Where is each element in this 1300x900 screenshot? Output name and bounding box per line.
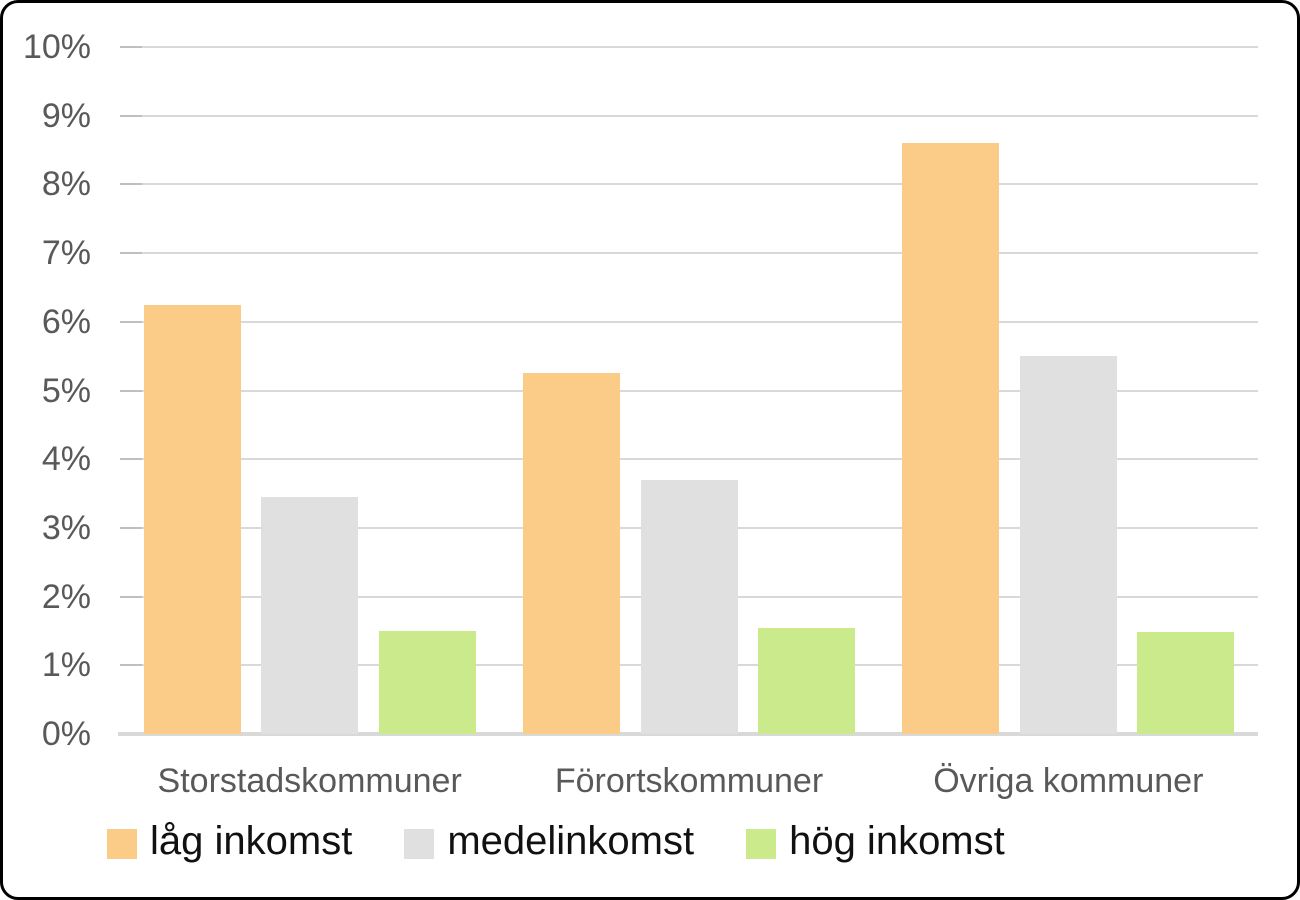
legend: låg inkomst medelinkomst hög inkomst xyxy=(107,819,1005,863)
y-tick-mark xyxy=(120,46,142,48)
legend-label: hög inkomst xyxy=(789,819,1005,863)
gridline-4pct xyxy=(120,458,1258,461)
y-tick-mark xyxy=(120,389,142,392)
bar-hög-inkomst-Storstadskommuner xyxy=(378,630,476,734)
gridline-6pct xyxy=(120,320,1258,323)
y-tick-mark xyxy=(120,183,142,186)
y-tick-mark xyxy=(120,664,142,667)
legend-item-hög-inkomst: hög inkomst xyxy=(746,819,1005,863)
bar-medelinkomst-Övriga-kommuner xyxy=(1019,356,1117,734)
y-axis-label-6pct: 6% xyxy=(41,302,91,341)
bar-hög-inkomst-Förortskommuner xyxy=(758,627,855,734)
gridline-10pct xyxy=(120,46,1258,48)
legend-swatch-icon xyxy=(107,829,137,859)
y-axis-label-1pct: 1% xyxy=(41,646,91,685)
y-tick-mark xyxy=(120,114,142,117)
gridline-7pct xyxy=(120,252,1258,255)
legend-item-låg-inkomst: låg inkomst xyxy=(107,819,352,863)
gridline-9pct xyxy=(120,114,1258,117)
y-axis-label-10pct: 10% xyxy=(22,28,91,66)
y-axis-label-7pct: 7% xyxy=(41,234,91,273)
y-axis-label-5pct: 5% xyxy=(41,371,91,410)
bar-låg-inkomst-Övriga-kommuner xyxy=(902,143,1000,734)
bar-hög-inkomst-Övriga-kommuner xyxy=(1137,632,1235,734)
y-axis-label-0pct: 0% xyxy=(41,715,91,753)
y-axis-label-3pct: 3% xyxy=(41,508,91,547)
y-axis-label-2pct: 2% xyxy=(41,577,91,616)
y-axis-label-8pct: 8% xyxy=(41,165,91,204)
legend-label: medelinkomst xyxy=(447,819,695,863)
legend-item-medelinkomst: medelinkomst xyxy=(404,819,694,863)
y-tick-mark xyxy=(120,458,142,461)
bar-medelinkomst-Storstadskommuner xyxy=(261,496,359,734)
y-tick-mark xyxy=(120,252,142,255)
bar-låg-inkomst-Storstadskommuner xyxy=(143,304,241,734)
y-axis-label-4pct: 4% xyxy=(41,440,91,479)
legend-swatch-icon xyxy=(404,829,435,859)
bar-medelinkomst-Förortskommuner xyxy=(640,479,738,734)
gridline-8pct xyxy=(120,183,1258,186)
x-axis-label-Storstadskommuner: Storstadskommuner xyxy=(157,762,462,800)
y-tick-mark xyxy=(120,595,142,598)
y-tick-mark xyxy=(120,526,142,529)
x-axis-label-Övriga-kommuner: Övriga kommuner xyxy=(933,762,1204,800)
bar-låg-inkomst-Förortskommuner xyxy=(523,373,620,734)
legend-label: låg inkomst xyxy=(150,819,353,863)
y-tick-mark xyxy=(120,320,142,323)
gridline-5pct xyxy=(120,389,1258,392)
x-axis-label-Förortskommuner: Förortskommuner xyxy=(554,762,824,800)
x-axis-baseline xyxy=(118,732,1258,736)
legend-swatch-icon xyxy=(746,829,777,859)
y-axis-label-9pct: 9% xyxy=(41,96,91,135)
